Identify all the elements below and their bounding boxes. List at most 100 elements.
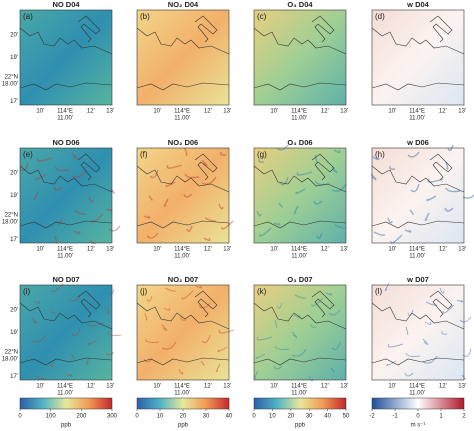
map-frame <box>371 284 465 381</box>
map-texture <box>204 217 217 222</box>
map-texture <box>144 312 148 321</box>
map-texture <box>445 161 449 170</box>
colorbar-tick-label: 20 <box>287 414 294 420</box>
x-tick-label: 13' <box>106 109 114 115</box>
colorbar-tick-label: 300 <box>107 414 118 420</box>
map-texture <box>88 322 105 327</box>
map-texture <box>410 183 420 193</box>
map-texture <box>218 203 224 210</box>
map-texture <box>184 173 200 179</box>
x-tick-label: 13' <box>340 247 348 253</box>
map-texture <box>404 372 414 377</box>
x-tick-label: 10' <box>153 247 161 253</box>
panel-label: (c) <box>257 12 267 21</box>
y-tick-label: 19' <box>10 330 18 336</box>
map-texture <box>71 327 81 336</box>
map-texture <box>258 158 265 163</box>
map-texture <box>274 319 278 328</box>
map-texture <box>70 353 75 359</box>
map-texture <box>333 149 341 154</box>
colorbar-tick-label: 30 <box>306 414 313 420</box>
x-tick-label: 12' <box>87 109 95 115</box>
map-frame <box>19 147 113 244</box>
map-texture <box>198 302 211 309</box>
map-texture <box>330 367 335 373</box>
map-texture <box>310 323 317 328</box>
map-texture <box>273 365 283 370</box>
map-texture <box>442 304 455 314</box>
x-tick-label: 10' <box>153 384 161 390</box>
panel-label: (b) <box>140 12 150 21</box>
y-tick-label: 20' <box>10 32 18 38</box>
coastline <box>19 153 113 229</box>
y-tick-label: 18.00' <box>2 81 18 87</box>
map-texture <box>439 287 445 294</box>
map-field <box>254 148 346 243</box>
map-texture <box>19 162 29 172</box>
y-tick-label: 20' <box>10 170 18 176</box>
colorbar-tick-label: 0 <box>416 414 420 420</box>
map-texture <box>256 336 273 341</box>
map-texture <box>291 348 307 357</box>
map-texture <box>447 144 454 152</box>
map-texture <box>73 230 81 235</box>
map-texture <box>181 290 194 300</box>
x-tick-label: 10' <box>388 247 396 253</box>
map-texture <box>389 165 396 170</box>
map-texture <box>220 151 227 156</box>
map-texture <box>422 355 438 364</box>
colorbar-tick-label: 50 <box>343 414 350 420</box>
x-tick-label: 114°E <box>57 109 73 115</box>
map-texture <box>71 152 78 160</box>
map-texture <box>384 282 390 291</box>
map-field <box>20 10 112 105</box>
map-texture <box>422 338 429 345</box>
panel-title: O₃ D07 <box>287 275 312 284</box>
colorbar <box>371 397 465 410</box>
x-tick-label: 10' <box>36 247 44 253</box>
map-texture <box>161 324 168 331</box>
x-tick-label: 11.00' <box>174 254 190 260</box>
map-field <box>20 148 112 243</box>
map-texture <box>33 300 41 304</box>
map-texture <box>255 353 266 359</box>
map-texture <box>331 183 347 192</box>
map-field <box>137 148 229 243</box>
map-texture <box>461 374 466 380</box>
colorbar-tick-label: 10 <box>157 414 164 420</box>
y-tick-label: 17' <box>10 237 18 243</box>
colorbar-tick-label: -2 <box>369 414 375 420</box>
x-tick-label: 12' <box>439 247 447 253</box>
panel-label: (l) <box>375 287 382 296</box>
panel-label: (e) <box>23 150 33 159</box>
map-texture <box>36 157 53 162</box>
x-tick-label: 114°E <box>174 247 190 253</box>
map-texture <box>424 321 432 325</box>
map-texture <box>424 212 430 222</box>
x-tick-label: 13' <box>458 247 466 253</box>
map-texture <box>425 301 438 306</box>
colorbar <box>253 397 347 410</box>
y-tick-label: 22°N <box>5 74 18 80</box>
x-tick-label: 10' <box>36 384 44 390</box>
x-tick-label: 11.00' <box>291 116 307 122</box>
coastline <box>371 15 465 91</box>
coastline <box>136 153 230 229</box>
map-texture <box>293 205 299 215</box>
map-texture <box>31 334 47 343</box>
x-tick-label: 12' <box>87 384 95 390</box>
map-frame <box>136 284 230 381</box>
coastline <box>19 15 113 91</box>
panel-title: NO₂ D06 <box>168 138 198 147</box>
colorbar-unit: ppb <box>295 423 306 429</box>
map-texture <box>334 224 347 229</box>
x-tick-label: 114°E <box>291 384 307 390</box>
colorbar <box>136 397 230 410</box>
x-tick-label: 13' <box>340 384 348 390</box>
x-tick-label: 12' <box>204 109 212 115</box>
x-tick-label: 12' <box>204 384 212 390</box>
map-texture <box>456 299 464 303</box>
map-texture <box>149 169 159 179</box>
coastline <box>136 290 230 366</box>
map-texture <box>33 191 39 201</box>
